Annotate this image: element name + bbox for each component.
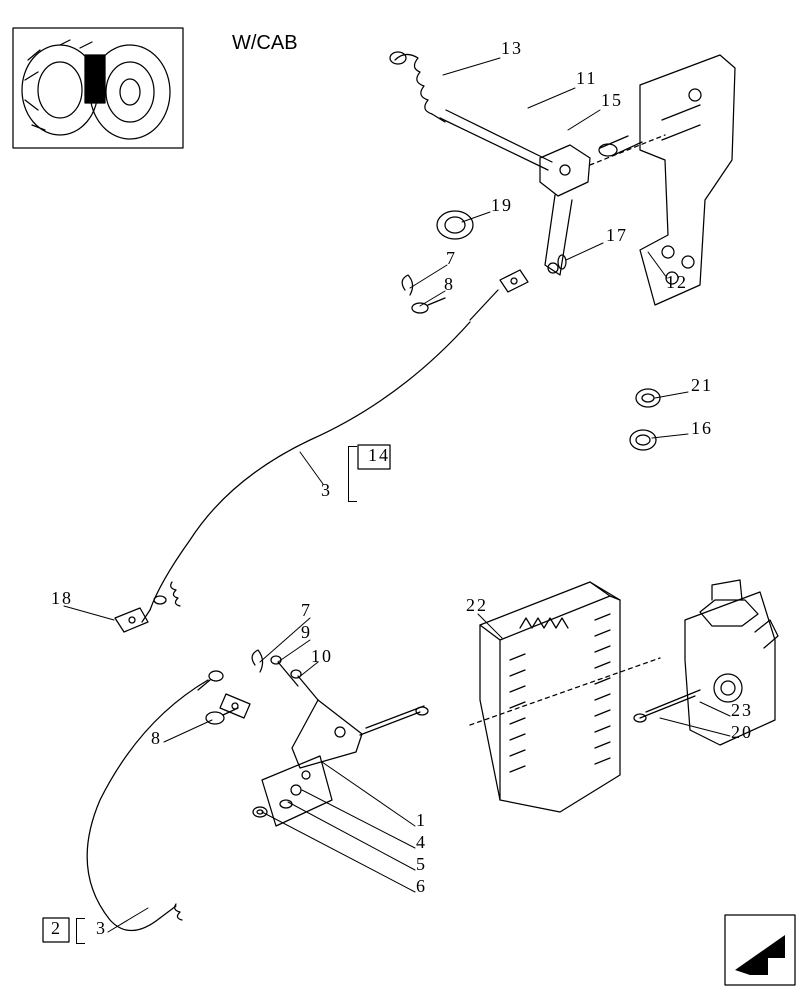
callout-17: 17 (606, 225, 628, 246)
diagram-svg (0, 0, 812, 1000)
callout-19: 19 (491, 195, 513, 216)
diagram-page: W/CAB 1311151917127821163141879102223208… (0, 0, 812, 1000)
callout-3: 3 (96, 918, 107, 939)
callout-21: 21 (691, 375, 713, 396)
callout-11: 11 (576, 68, 597, 89)
callout-20: 20 (731, 722, 753, 743)
callout-23: 23 (731, 700, 753, 721)
callout-3: 3 (321, 480, 332, 501)
callout-18: 18 (51, 588, 73, 609)
callout-8: 8 (151, 728, 162, 749)
header-text: W/CAB (232, 32, 298, 55)
callout-7: 7 (301, 600, 312, 621)
callout-13: 13 (501, 38, 523, 59)
callout-1: 1 (416, 810, 427, 831)
callout-2: 2 (51, 918, 62, 939)
callout-14: 14 (368, 445, 390, 466)
callout-9: 9 (301, 622, 312, 643)
callout-16: 16 (691, 418, 713, 439)
callout-4: 4 (416, 832, 427, 853)
callout-5: 5 (416, 854, 427, 875)
callout-15: 15 (601, 90, 623, 111)
callout-7: 7 (446, 248, 457, 269)
callout-12: 12 (666, 272, 688, 293)
callout-8: 8 (444, 274, 455, 295)
callout-10: 10 (311, 646, 333, 667)
ref-bracket-14 (348, 446, 357, 502)
callout-22: 22 (466, 595, 488, 616)
callout-6: 6 (416, 876, 427, 897)
ref-bracket-2 (76, 918, 85, 944)
